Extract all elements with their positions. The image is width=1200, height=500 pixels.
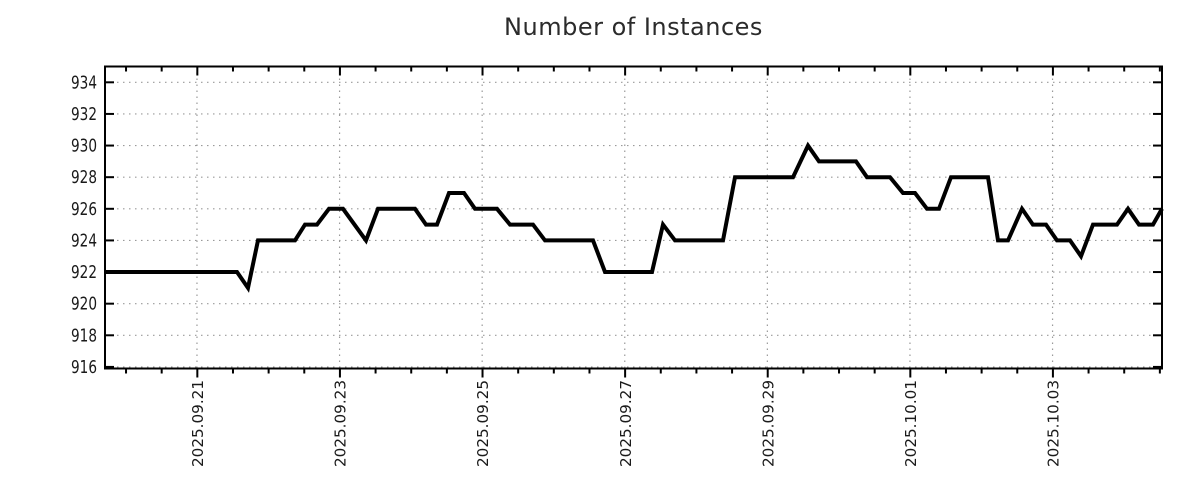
y-tick-label: 924 [71,230,97,251]
series-line [105,141,1164,293]
x-tick-label: 2025.09.21 [189,380,207,467]
y-tick-label: 928 [71,167,97,188]
y-tick-label: 916 [71,357,97,378]
y-tick-label: 920 [71,294,97,315]
y-tick-label: 932 [71,104,97,125]
x-tick-label: 2025.10.01 [902,380,920,467]
plot-frame [104,65,1163,370]
y-tick-label: 926 [71,199,97,220]
x-tick-label: 2025.09.29 [759,380,777,467]
x-tick-label: 2025.09.25 [474,380,492,467]
x-tick-label: 2025.09.27 [617,380,635,467]
x-tick-label: 2025.09.23 [332,380,350,467]
y-tick-label: 934 [71,72,97,93]
y-tick-label: 918 [71,325,97,346]
y-tick-label: 922 [71,262,97,283]
x-tick-label: 2025.10.03 [1045,380,1063,467]
y-tick-label: 930 [71,136,97,157]
chart-title: Number of Instances [504,13,763,41]
